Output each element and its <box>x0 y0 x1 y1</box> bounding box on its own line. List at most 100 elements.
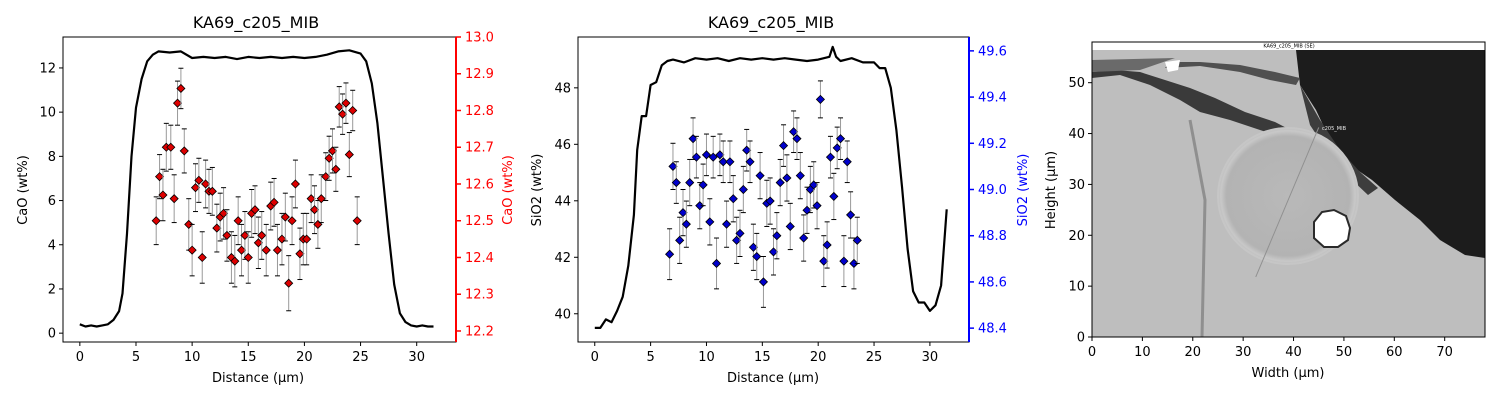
data-point <box>708 152 718 162</box>
data-point <box>755 171 765 181</box>
crack <box>1092 58 1175 72</box>
left-y-ticks: 0 2 4 6 8 10 12 <box>39 61 63 342</box>
data-point <box>852 235 862 245</box>
y-tick-label: 2 <box>48 282 56 297</box>
data-point <box>825 152 836 162</box>
right-y-axis-label: CaO (wt%) <box>501 155 516 225</box>
data-point <box>849 258 859 269</box>
bubble <box>1313 208 1352 248</box>
data-point <box>302 234 312 244</box>
y-axis-label: Height (µm) <box>1044 151 1059 229</box>
x-tick-label: 5 <box>646 350 654 365</box>
data-point <box>758 277 769 287</box>
right-y-tick-label: 12.4 <box>465 251 494 266</box>
data-point <box>253 238 263 248</box>
data-point <box>155 172 165 182</box>
data-point <box>768 247 779 257</box>
data-point <box>715 150 725 160</box>
data-point <box>705 217 715 227</box>
data-point <box>785 221 795 232</box>
right-y-tick-label: 49.2 <box>978 137 1007 152</box>
data-point <box>324 153 334 163</box>
data-point <box>718 157 728 167</box>
right-y-tick-label: 12.6 <box>465 177 494 192</box>
y-tick-label: 46 <box>554 138 571 153</box>
data-point <box>815 94 825 104</box>
y-tick-label: 8 <box>48 150 56 165</box>
right-y-tick-label: 12.5 <box>465 214 494 229</box>
x-tick-label: 10 <box>184 350 201 365</box>
data-point <box>334 102 344 112</box>
sem-image-panel: KA69_c205_MIB (SE) c205_MIB 0 10 20 30 40 50 6… <box>1044 41 1486 381</box>
y-tick-label: 10 <box>39 106 56 121</box>
data-point <box>711 258 722 269</box>
x-tick-label: 60 <box>1386 345 1403 360</box>
data-point <box>201 179 211 189</box>
data-point <box>341 98 351 108</box>
data-point <box>230 256 240 266</box>
x-tick-label: 0 <box>1088 345 1096 360</box>
y-tick-label: 40 <box>554 307 571 322</box>
data-point <box>306 194 316 204</box>
data-point <box>352 216 362 226</box>
spot-label: c205_MIB <box>1322 126 1347 132</box>
data-point <box>822 240 832 250</box>
profile-line <box>594 45 948 329</box>
data-point <box>309 205 320 215</box>
data-point <box>194 175 204 185</box>
right-y-tick-label: 48.6 <box>978 275 1007 290</box>
data-point <box>671 178 681 188</box>
data-point <box>835 134 846 144</box>
left-y-ticks: 40 42 44 46 48 <box>554 81 578 322</box>
data-point <box>701 150 712 160</box>
data-point <box>775 178 785 188</box>
data-point <box>284 278 294 288</box>
left-y-axis-label: CaO (wt%) <box>16 155 31 225</box>
data-point <box>772 231 782 241</box>
data-point <box>348 105 358 116</box>
x-tick-label: 10 <box>698 350 715 365</box>
right-y-tick-label: 12.8 <box>465 104 494 119</box>
data-point <box>236 245 247 255</box>
profile-line <box>1255 127 1320 278</box>
x-axis-label: Width (µm) <box>1252 366 1325 381</box>
x-ticks: 0 10 20 30 40 50 60 70 <box>1088 337 1453 360</box>
data-point <box>169 194 179 204</box>
profile-line <box>79 49 434 328</box>
right-y-tick-label: 12.3 <box>465 288 494 303</box>
x-tick-label: 30 <box>922 350 939 365</box>
right-y-tick-label: 49.0 <box>978 183 1007 198</box>
data-point <box>698 180 708 190</box>
data-point <box>778 141 789 151</box>
data-point <box>179 146 189 156</box>
right-y-tick-label: 48.8 <box>978 229 1007 244</box>
x-tick-label: 0 <box>591 350 599 365</box>
data-point <box>695 201 705 211</box>
data-point <box>685 178 695 188</box>
x-tick-label: 70 <box>1436 345 1453 360</box>
right-y-tick-label: 12.2 <box>465 324 494 339</box>
x-tick-label: 30 <box>1235 345 1252 360</box>
data-point <box>257 230 267 240</box>
x-tick-label: 20 <box>1184 345 1201 360</box>
y-tick-label: 4 <box>48 238 56 253</box>
x-tick-label: 30 <box>408 350 425 365</box>
data-point <box>765 196 775 206</box>
data-point <box>151 216 161 226</box>
chart-title: KA69_c205_MIB <box>193 13 319 33</box>
data-point <box>172 98 183 108</box>
data-point <box>782 173 792 183</box>
data-point <box>819 256 829 266</box>
data-point <box>295 249 305 259</box>
plot-marks <box>79 49 434 328</box>
data-point <box>812 201 822 211</box>
data-point <box>681 219 691 229</box>
sio2-profile-panel: 0 5 10 15 20 25 30 40 42 44 46 48 48.4 48.6 48.8 49.0… <box>530 13 1031 386</box>
data-point <box>327 146 338 156</box>
data-point <box>748 242 758 252</box>
y-tick-label: 20 <box>1068 229 1085 244</box>
data-point <box>722 219 732 229</box>
data-point <box>222 230 232 240</box>
